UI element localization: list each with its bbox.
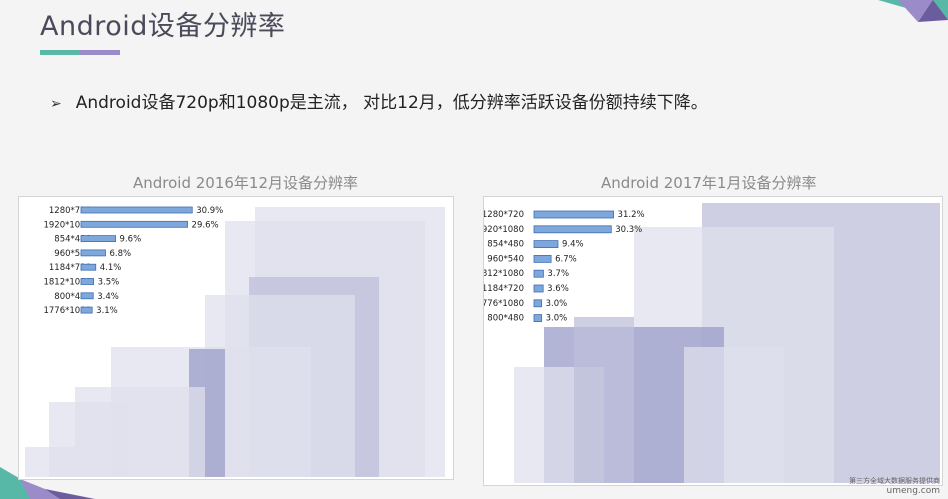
category-label: 1280*720 — [49, 206, 91, 216]
bar — [80, 235, 116, 242]
value-label: 3.7% — [547, 269, 569, 279]
category-label: 1776*1080 — [43, 306, 91, 316]
corner-decoration-bottom-left — [0, 467, 95, 499]
bullet-text: Android设备720p和1080p是主流， 对比12月，低分辨率活跃设备份额… — [75, 93, 708, 113]
bar — [80, 220, 188, 228]
footer-tagline: 第三方全域大数据服务提供商 — [849, 477, 940, 485]
value-label: 30.3% — [615, 225, 642, 235]
category-label: 960*540 — [487, 254, 524, 264]
chart-dec-2016: 1280*720 30.9% 1920*1080 29.6% 854*480 9.6% 96… — [25, 206, 445, 477]
slide-title: Android设备分辨率 — [40, 11, 286, 42]
value-label: 30.9% — [196, 206, 223, 216]
bar — [533, 314, 543, 322]
value-label: 31.2% — [618, 210, 645, 220]
title-underline-purple — [80, 50, 120, 55]
bar — [80, 249, 106, 257]
bar — [533, 255, 552, 263]
value-label: 3.4% — [97, 292, 119, 302]
category-label: 800*480 — [487, 314, 524, 324]
category-label: 1920*1080 — [43, 220, 91, 230]
bar — [80, 292, 94, 300]
value-label: 9.6% — [120, 235, 142, 245]
footer-domain: umeng.com — [886, 486, 940, 496]
background-block — [25, 447, 75, 477]
bar — [80, 306, 93, 314]
background-block — [684, 347, 784, 483]
background-block — [574, 317, 634, 483]
chart-panel-dec-2016: 1280*720 30.9% 1920*1080 29.6% 854*480 9.6% 96… — [18, 196, 454, 480]
category-label: 1184*720 — [49, 263, 91, 273]
bullet-point: ➢ Android设备720p和1080p是主流， 对比12月，低分辨率活跃设备份… — [50, 88, 708, 113]
value-label: 6.8% — [109, 249, 131, 259]
bar — [80, 278, 95, 285]
arrow-bullet-icon: ➢ — [50, 96, 62, 112]
value-label: 3.1% — [96, 306, 118, 316]
value-label: 9.4% — [562, 240, 584, 250]
value-label: 4.1% — [100, 263, 122, 273]
corner-decoration-top-right — [878, 0, 948, 22]
bar — [533, 210, 614, 219]
bar — [80, 206, 193, 214]
category-label: 1776*1080 — [484, 299, 524, 309]
category-label: 854*480 — [487, 240, 524, 250]
category-label: 800*480 — [54, 292, 91, 302]
chart-title-dec-2016: Android 2016年12月设备分辨率 — [133, 174, 359, 192]
value-label: 3.6% — [547, 284, 569, 294]
category-label: 960*540 — [54, 249, 91, 259]
bar — [533, 240, 559, 248]
category-label: 854*480 — [54, 235, 91, 245]
bar — [533, 284, 544, 293]
bar — [533, 225, 612, 234]
value-label: 29.6% — [192, 220, 219, 230]
value-label: 3.0% — [546, 299, 568, 309]
category-label: 1920*1080 — [484, 225, 524, 235]
title-underline-teal — [40, 50, 80, 55]
value-label: 3.5% — [98, 278, 120, 288]
bar — [533, 299, 543, 308]
chart-panel-jan-2017: 1280*720 31.2% 1920*1080 30.3% 854*480 9.4% 96… — [483, 196, 943, 486]
bar — [80, 263, 97, 271]
value-label: 3.0% — [546, 314, 568, 324]
bar — [533, 269, 544, 278]
category-label: 1280*720 — [484, 210, 524, 220]
category-label: 1184*720 — [484, 284, 524, 294]
category-label: 1812*1080 — [43, 278, 91, 288]
chart-title-jan-2017: Android 2017年1月设备分辨率 — [601, 174, 817, 192]
value-label: 6.7% — [555, 254, 577, 264]
chart-jan-2017: 1280*720 31.2% 1920*1080 30.3% 854*480 9.4% 96… — [484, 203, 940, 483]
category-label: 1812*1080 — [484, 269, 524, 279]
